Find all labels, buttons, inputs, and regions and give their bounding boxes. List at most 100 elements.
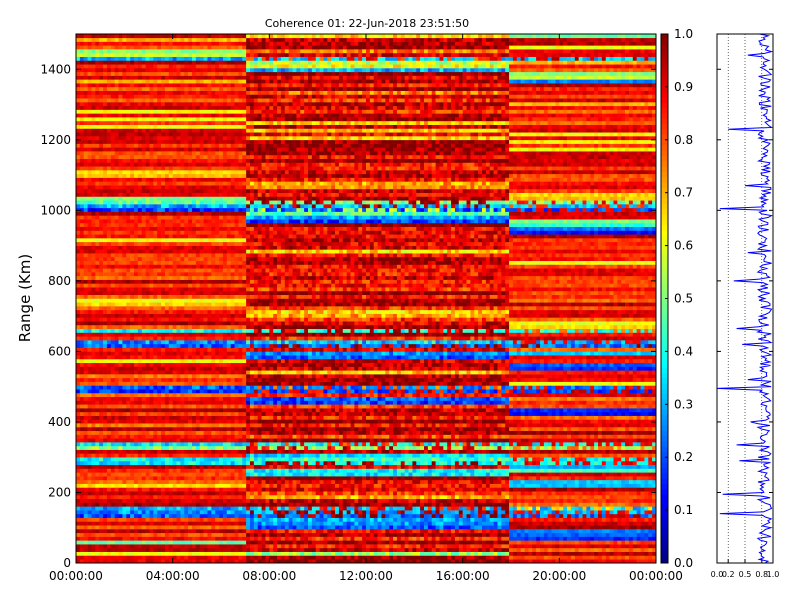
heatmap-cell: [153, 521, 157, 525]
heatmap-cell: [169, 227, 173, 231]
heatmap-cell: [115, 64, 119, 68]
heatmap-cell: [192, 257, 196, 261]
heatmap-cell: [88, 280, 92, 284]
heatmap-cell: [76, 518, 80, 522]
heatmap-cell: [149, 317, 153, 321]
heatmap-cell: [103, 253, 107, 257]
heatmap-cell: [91, 38, 95, 42]
heatmap-cell: [184, 370, 188, 374]
heatmap-cell: [177, 472, 181, 476]
heatmap-cell: [107, 427, 111, 431]
heatmap-cell: [115, 348, 119, 352]
heatmap-cell: [138, 450, 142, 454]
heatmap-cell: [142, 230, 146, 234]
heatmap-cell: [184, 64, 188, 68]
heatmap-cell: [107, 548, 111, 552]
heatmap-cell: [99, 170, 103, 174]
heatmap-cell: [111, 49, 115, 53]
heatmap-cell: [130, 465, 134, 469]
heatmap-cell: [161, 385, 165, 389]
heatmap-cell: [107, 264, 111, 268]
heatmap-cell: [169, 382, 173, 386]
heatmap-cell: [184, 363, 188, 367]
heatmap-cell: [184, 68, 188, 72]
heatmap-cell: [177, 461, 181, 465]
heatmap-cell: [134, 457, 138, 461]
heatmap-cell: [91, 461, 95, 465]
heatmap-cell: [177, 378, 181, 382]
heatmap-cell: [192, 113, 196, 117]
heatmap-cell: [161, 291, 165, 295]
heatmap-cell: [119, 537, 123, 541]
heatmap-cell: [138, 499, 142, 503]
heatmap-cell: [88, 325, 92, 329]
heatmap-cell: [99, 472, 103, 476]
heatmap-cell: [211, 544, 215, 548]
heatmap-cell: [119, 227, 123, 231]
heatmap-cell: [91, 106, 95, 110]
heatmap-cell: [99, 242, 103, 246]
heatmap-cell: [153, 397, 157, 401]
heatmap-cell: [180, 276, 184, 280]
heatmap-cell: [161, 136, 165, 140]
heatmap-cell: [149, 537, 153, 541]
heatmap-cell: [184, 457, 188, 461]
heatmap-cell: [142, 540, 146, 544]
heatmap-cell: [200, 314, 204, 318]
heatmap-cell: [161, 325, 165, 329]
heatmap-cell: [196, 518, 200, 522]
heatmap-cell: [115, 457, 119, 461]
heatmap-cell: [180, 419, 184, 423]
heatmap-cell: [211, 363, 215, 367]
heatmap-cell: [95, 370, 99, 374]
heatmap-cell: [204, 215, 208, 219]
heatmap-cell: [134, 140, 138, 144]
heatmap-cell: [180, 53, 184, 57]
heatmap-cell: [149, 533, 153, 537]
heatmap-cell: [111, 438, 115, 442]
heatmap-cell: [207, 208, 211, 212]
heatmap-cell: [103, 427, 107, 431]
heatmap-cell: [115, 204, 119, 208]
heatmap-cell: [149, 544, 153, 548]
heatmap-cell: [161, 389, 165, 393]
heatmap-cell: [111, 230, 115, 234]
heatmap-cell: [153, 219, 157, 223]
heatmap-cell: [184, 378, 188, 382]
heatmap-cell: [207, 272, 211, 276]
heatmap-cell: [146, 60, 150, 64]
heatmap-cell: [169, 540, 173, 544]
heatmap-cell: [149, 393, 153, 397]
heatmap-cell: [200, 548, 204, 552]
heatmap-cell: [188, 431, 192, 435]
heatmap-cell: [119, 272, 123, 276]
heatmap-cell: [153, 94, 157, 98]
heatmap-cell: [165, 491, 169, 495]
heatmap-cell: [91, 189, 95, 193]
heatmap-cell: [161, 457, 165, 461]
heatmap-cell: [188, 340, 192, 344]
heatmap-cell: [196, 442, 200, 446]
heatmap-cell: [200, 529, 204, 533]
heatmap-cell: [153, 249, 157, 253]
heatmap-cell: [149, 540, 153, 544]
heatmap-cell: [180, 480, 184, 484]
heatmap-cell: [107, 480, 111, 484]
heatmap-cell: [169, 476, 173, 480]
heatmap-cell: [180, 495, 184, 499]
heatmap-cell: [188, 238, 192, 242]
heatmap-cell: [146, 102, 150, 106]
heatmap-cell: [130, 378, 134, 382]
heatmap-cell: [165, 42, 169, 46]
heatmap-cell: [192, 215, 196, 219]
heatmap-cell: [103, 442, 107, 446]
heatmap-cell: [84, 310, 88, 314]
heatmap-cell: [184, 472, 188, 476]
heatmap-cell: [146, 227, 150, 231]
heatmap-cell: [134, 238, 138, 242]
heatmap-cell: [153, 68, 157, 72]
heatmap-cell: [180, 457, 184, 461]
heatmap-cell: [119, 189, 123, 193]
heatmap-cell: [153, 151, 157, 155]
heatmap-cell: [207, 544, 211, 548]
